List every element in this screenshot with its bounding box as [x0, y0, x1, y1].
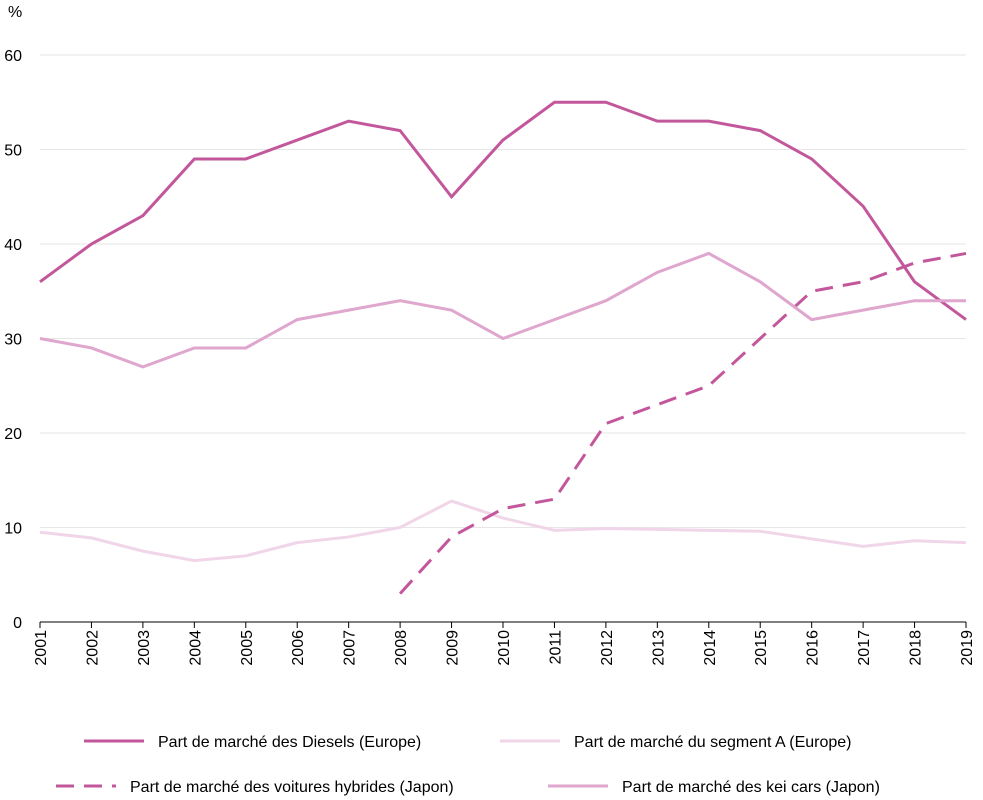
legend-label: Part de marché du segment A (Europe) [574, 734, 851, 751]
legend-label: Part de marché des kei cars (Japon) [622, 779, 880, 796]
series-line [39, 251, 966, 369]
x-tick-label: 2015 [753, 630, 770, 666]
x-tick-label: 2001 [33, 630, 50, 666]
series-line [39, 100, 967, 321]
legend-label: Part de marché des voitures hybrides (Ja… [130, 779, 454, 796]
series-line [39, 499, 967, 563]
x-tick-label: 2016 [805, 630, 822, 666]
gridlines [40, 54, 966, 528]
x-tick-label: 2007 [342, 630, 359, 666]
x-tick-label: 2019 [959, 630, 976, 666]
x-tick-label: 2011 [547, 630, 564, 665]
x-axis: 2001 2002 2003 2004 2005 2006 2007 2008 2009 2010… [33, 621, 976, 666]
legend-item: Part de marché des Diesels (Europe) [84, 734, 421, 751]
y-tick-label: 60 [4, 48, 22, 65]
legend: Part de marché des Diesels (Europe) Part … [56, 734, 880, 796]
x-tick-label: 2003 [136, 630, 153, 666]
x-tick-label: 2002 [84, 630, 101, 666]
y-axis: % 0 10 20 30 40 50 60 [4, 4, 22, 632]
x-tick-label: 2018 [908, 630, 925, 666]
series-line [398, 251, 967, 595]
legend-item: Part de marché des voitures hybrides (Ja… [56, 779, 454, 796]
x-tick-label: 2010 [496, 630, 513, 666]
x-tick-label: 2006 [290, 630, 307, 666]
x-tick-label: 2008 [393, 630, 410, 666]
y-tick-label: 40 [4, 237, 22, 254]
x-tick-label: 2012 [599, 630, 616, 666]
y-tick-label: 0 [13, 615, 22, 632]
x-tick-label: 2014 [702, 630, 719, 666]
legend-label: Part de marché des Diesels (Europe) [158, 734, 421, 751]
y-tick-label: 20 [4, 426, 22, 443]
y-tick-label: 10 [4, 521, 22, 538]
x-tick-label: 2005 [239, 630, 256, 666]
y-unit-label: % [8, 4, 22, 21]
x-tick-label: 2017 [856, 630, 873, 666]
x-tick-label: 2013 [650, 630, 667, 666]
legend-item: Part de marché des kei cars (Japon) [548, 779, 880, 796]
legend-item: Part de marché du segment A (Europe) [500, 734, 851, 751]
y-tick-label: 50 [4, 143, 22, 160]
x-tick-label: 2004 [187, 630, 204, 666]
y-tick-label: 30 [4, 332, 22, 349]
x-tick-label: 2009 [445, 630, 462, 666]
series-lines [39, 100, 967, 595]
